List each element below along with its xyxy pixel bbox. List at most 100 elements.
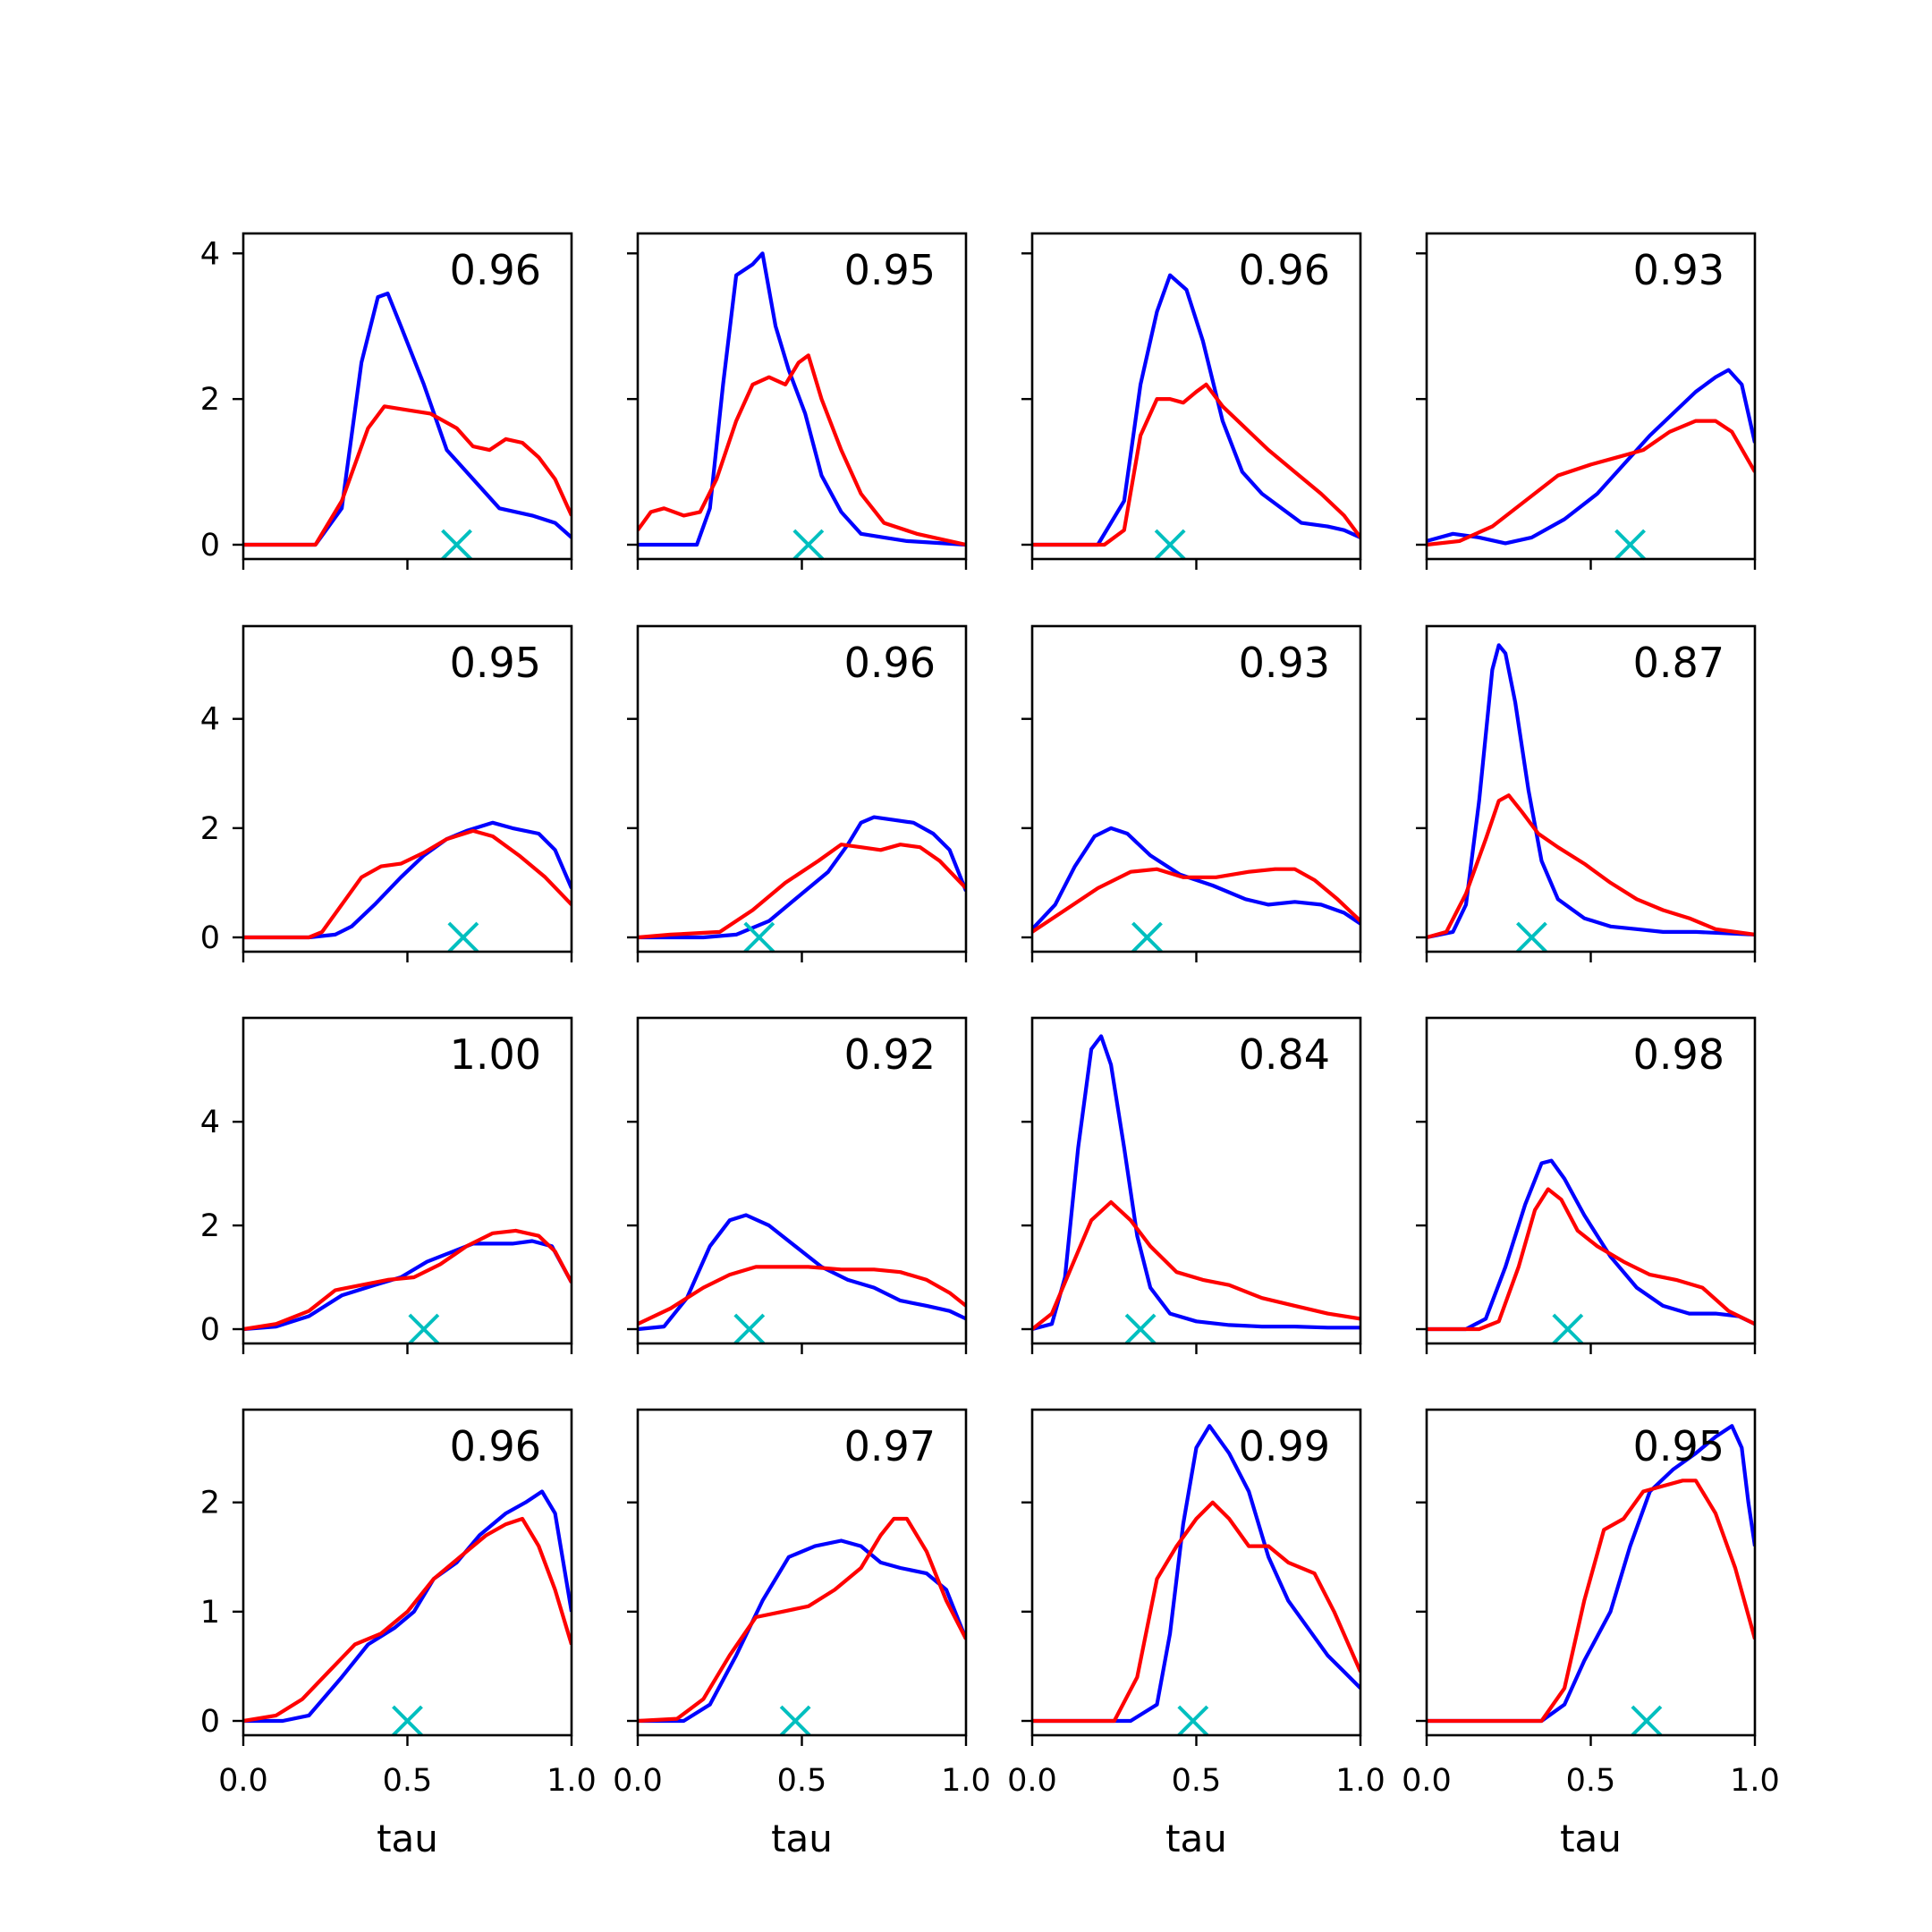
panel-background bbox=[1427, 233, 1755, 559]
blue-curve bbox=[638, 1213, 966, 1332]
panel-value-label: 0.98 bbox=[1633, 1030, 1724, 1079]
red-curve bbox=[243, 404, 572, 547]
panel-1-2: 0.95 bbox=[627, 232, 968, 570]
marker-stroke bbox=[1131, 921, 1163, 953]
blue-curve bbox=[1032, 273, 1360, 547]
red-curve bbox=[1032, 867, 1360, 934]
panel-value-label: 0.93 bbox=[1633, 246, 1724, 294]
panel-value-label: 0.96 bbox=[450, 246, 541, 294]
red-curve bbox=[1427, 1187, 1755, 1332]
panel-4-2: 0.97 0.0 0.5 1.0 tau bbox=[613, 1408, 991, 1860]
blue-curve bbox=[1032, 1424, 1360, 1724]
panel-2-3: 0.93 bbox=[1021, 624, 1362, 962]
blue-curve bbox=[638, 1538, 966, 1724]
blue-curve bbox=[1427, 1158, 1755, 1332]
panel-1-1: 0.96 0 2 4 bbox=[200, 232, 573, 570]
x-tick-label: 0.0 bbox=[613, 1763, 663, 1799]
y-tick-label: 1 bbox=[200, 1595, 220, 1631]
x-tick-label: 1.0 bbox=[1730, 1763, 1780, 1799]
red-curve bbox=[638, 1516, 966, 1724]
panel-value-label: 0.93 bbox=[1239, 639, 1330, 687]
x-tick-label: 1.0 bbox=[547, 1763, 597, 1799]
marker-x bbox=[1614, 529, 1646, 561]
marker-x bbox=[1131, 921, 1163, 953]
x-axis-label: tau bbox=[1560, 1817, 1622, 1860]
marker-x bbox=[447, 921, 479, 953]
red-curve bbox=[1427, 419, 1755, 547]
y-tick-label: 4 bbox=[200, 236, 220, 272]
marker-stroke bbox=[1124, 1313, 1157, 1345]
panel-4-3: 0.99 0.0 0.5 1.0 tau bbox=[1007, 1408, 1385, 1860]
marker-stroke bbox=[447, 921, 479, 953]
marker-x bbox=[1177, 1705, 1209, 1737]
blue-curve bbox=[638, 251, 966, 547]
marker-stroke bbox=[1177, 1705, 1209, 1737]
red-curve bbox=[243, 1228, 572, 1332]
panel-2-2: 0.96 bbox=[627, 624, 968, 962]
x-axis-label: tau bbox=[1165, 1817, 1227, 1860]
marker-stroke bbox=[408, 1313, 440, 1345]
red-curve bbox=[638, 1265, 966, 1326]
marker-x bbox=[408, 1313, 440, 1345]
x-tick-label: 0.5 bbox=[1566, 1763, 1616, 1799]
panel-value-label: 0.87 bbox=[1633, 639, 1724, 687]
marker-stroke bbox=[1552, 1313, 1584, 1345]
panel-4-1: 0.96 0 1 2 0.0 0.5 1.0 tau bbox=[200, 1408, 597, 1860]
y-tick-label: 2 bbox=[200, 811, 220, 847]
y-tick-label: 2 bbox=[200, 382, 220, 418]
red-curve bbox=[638, 353, 966, 547]
panel-value-label: 0.95 bbox=[450, 639, 541, 687]
red-curve bbox=[243, 828, 572, 940]
marker-x bbox=[1154, 529, 1186, 561]
panel-value-label: 0.96 bbox=[450, 1422, 541, 1470]
marker-x bbox=[733, 1313, 766, 1345]
blue-curve bbox=[1427, 643, 1755, 940]
marker-x bbox=[743, 921, 775, 953]
blue-curve bbox=[1427, 368, 1755, 546]
red-curve bbox=[1427, 1479, 1755, 1724]
x-tick-label: 1.0 bbox=[941, 1763, 991, 1799]
y-tick-label: 4 bbox=[200, 702, 220, 738]
panel-background bbox=[243, 233, 572, 559]
panel-3-1: 1.00 0 2 4 bbox=[200, 1016, 573, 1354]
marker-x bbox=[792, 529, 825, 561]
y-tick-label: 0 bbox=[200, 528, 220, 564]
x-tick-label: 0.0 bbox=[1402, 1763, 1452, 1799]
panel-3-4: 0.98 bbox=[1416, 1016, 1757, 1354]
blue-curve bbox=[243, 292, 572, 547]
panel-background bbox=[1427, 1018, 1755, 1343]
marker-x bbox=[1516, 921, 1547, 953]
panel-value-label: 0.99 bbox=[1239, 1422, 1330, 1470]
marker-x bbox=[1631, 1705, 1663, 1737]
panel-background bbox=[1032, 1410, 1360, 1735]
panel-value-label: 0.95 bbox=[844, 246, 936, 294]
panel-value-label: 0.84 bbox=[1239, 1030, 1330, 1079]
marker-stroke bbox=[743, 921, 775, 953]
y-tick-label: 0 bbox=[200, 1704, 220, 1740]
marker-stroke bbox=[1516, 921, 1547, 953]
marker-x bbox=[779, 1705, 811, 1737]
y-tick-label: 2 bbox=[200, 1208, 220, 1244]
x-tick-label: 0.5 bbox=[383, 1763, 433, 1799]
panel-3-3: 0.84 bbox=[1021, 1016, 1362, 1354]
blue-curve bbox=[1427, 1424, 1755, 1724]
red-curve bbox=[638, 843, 966, 940]
y-tick-label: 4 bbox=[200, 1105, 220, 1140]
panel-background bbox=[638, 233, 966, 559]
marker-stroke bbox=[1154, 529, 1186, 561]
marker-x bbox=[392, 1705, 423, 1737]
panel-1-3: 0.96 bbox=[1021, 232, 1362, 570]
x-tick-label: 1.0 bbox=[1335, 1763, 1385, 1799]
panel-background bbox=[243, 1410, 572, 1735]
panel-value-label: 0.92 bbox=[844, 1030, 936, 1079]
panel-2-4: 0.87 bbox=[1416, 624, 1757, 962]
panel-3-2: 0.92 bbox=[627, 1016, 968, 1354]
red-curve bbox=[1032, 382, 1360, 547]
panel-1-4: 0.93 bbox=[1416, 232, 1757, 570]
marker-stroke bbox=[441, 529, 472, 561]
panel-background bbox=[1032, 233, 1360, 559]
panel-value-label: 0.96 bbox=[844, 639, 936, 687]
panel-background bbox=[243, 626, 572, 952]
panel-background bbox=[638, 626, 966, 952]
